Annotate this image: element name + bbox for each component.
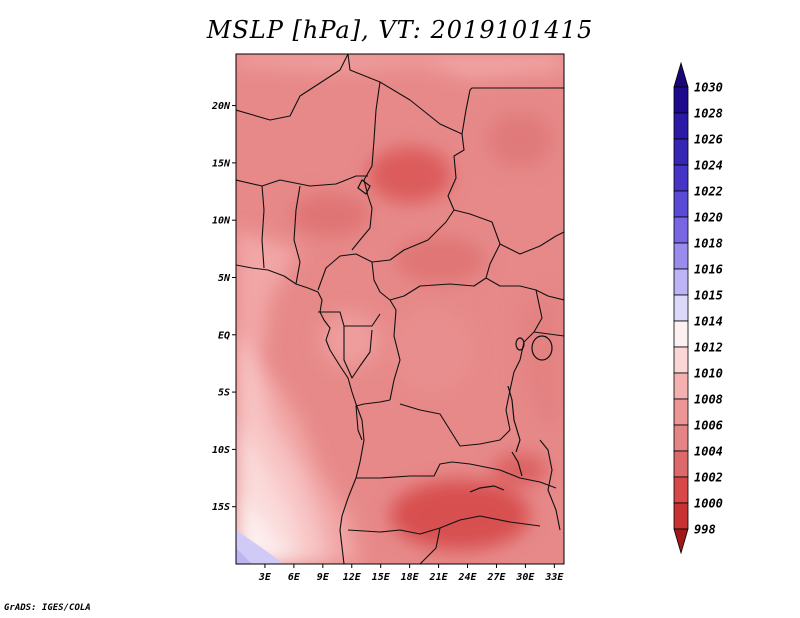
colorbar-label: 1014: [694, 315, 723, 329]
border-car-congo: [371, 261, 401, 401]
border-kenya-tanzania: [533, 331, 564, 337]
field-basin: [392, 310, 472, 390]
lat-tick-label: 15N: [212, 158, 231, 169]
field-north-1010: [236, 54, 564, 78]
colorbar-swatch: [673, 268, 689, 296]
colorbar-swatch: [673, 294, 689, 322]
field-low-zambia: [390, 480, 530, 550]
field-low-car: [394, 236, 486, 284]
lake-tanganyika: [507, 385, 521, 453]
border-drc-east: [485, 277, 543, 431]
field-sw-1018: [236, 548, 252, 564]
colorbar-label: 1006: [694, 419, 723, 433]
border-algeria-niger: [236, 54, 349, 121]
lake-chad: [357, 179, 371, 195]
colorbar-swatch: [673, 86, 689, 114]
lat-tick-label: 5N: [218, 273, 231, 284]
field-low-sahel: [368, 147, 452, 203]
border-chad-niger: [317, 54, 465, 291]
colorbar-swatch: [673, 216, 689, 244]
colorbar-label: 1010: [694, 367, 723, 381]
colorbar-label: 1018: [694, 237, 723, 251]
colorbar-swatch: [673, 164, 689, 192]
lake-malawi: [511, 451, 523, 477]
colorbar-swatch: [673, 190, 689, 218]
colorbar-bottom-arrow: [673, 528, 689, 555]
colorbar-label: 1002: [694, 471, 723, 485]
colorbar-swatch: [673, 502, 689, 530]
border-angola-zambia: [356, 461, 557, 489]
lon-tick-label: 24E: [457, 572, 477, 583]
lat-tick-label: 15S: [212, 502, 230, 513]
colorbar-label: 1000: [694, 497, 723, 511]
lat-tick-label: 10S: [212, 445, 230, 456]
lat-tick-label: 10N: [212, 216, 231, 227]
lon-tick-label: 21E: [429, 572, 449, 583]
pressure-field: [236, 54, 564, 564]
border-south-sudan-ethiopia: [499, 231, 564, 255]
border-togo: [261, 185, 265, 269]
colorbar-swatch: [673, 398, 689, 426]
colorbar-swatch: [673, 450, 689, 478]
colorbar-label: 1028: [694, 107, 723, 121]
border-uganda-kenya: [535, 289, 564, 301]
lat-tick-label: 20N: [211, 101, 231, 112]
colorbar-swatch: [673, 112, 689, 140]
map-frame: [235, 53, 565, 565]
colorbar-label: 1022: [694, 185, 723, 199]
lake-victoria: [531, 335, 553, 361]
longitude-axis: 3E 6E 9E 12E 15E 18E 21E 24E 27E 30E 33E: [258, 564, 564, 583]
lon-tick-label: 12E: [343, 572, 362, 583]
lat-tick-label: EQ: [218, 330, 230, 341]
colorbar-label: 998: [694, 523, 716, 537]
border-angola-drc: [355, 399, 391, 441]
colorbar-label: 1004: [694, 445, 723, 459]
colorbar-label: 1012: [694, 341, 723, 355]
colorbar-swatch: [673, 372, 689, 400]
lake-kariba: [469, 485, 505, 493]
lon-tick-label: 27E: [486, 572, 506, 583]
field-low-sudan: [486, 112, 554, 168]
lon-tick-label: 15E: [372, 572, 391, 583]
lon-tick-label: 9E: [317, 572, 330, 583]
field-sw-1016: [236, 530, 284, 564]
border-drc-zambia: [399, 403, 511, 447]
border-benin-nigeria: [293, 185, 301, 285]
colorbar-swatch: [673, 138, 689, 166]
colorbar: 1030 1028 1026 1024 1022 1020 1018 1016 1015 1014…: [673, 61, 723, 555]
lat-tick-label: 5S: [218, 388, 230, 399]
credit-text: GrADS: IGES/COLA: [4, 603, 91, 613]
lake-kivu: [515, 337, 525, 351]
colorbar-top-arrow: [673, 61, 689, 88]
lakes: [357, 179, 553, 493]
field-low-nigeria: [290, 193, 370, 237]
colorbar-swatch: [673, 320, 689, 348]
colorbar-label: 1024: [694, 159, 723, 173]
lon-tick-label: 3E: [258, 572, 272, 583]
colorbar-label: 1020: [694, 211, 723, 225]
lon-tick-label: 18E: [401, 572, 420, 583]
country-borders: [236, 54, 564, 564]
colorbar-label: 1008: [694, 393, 723, 407]
lon-tick-label: 30E: [515, 572, 535, 583]
colorbar-swatch: [673, 476, 689, 504]
colorbar-swatch: [673, 424, 689, 452]
border-niger-chad: [351, 81, 381, 251]
colorbar-label: 1026: [694, 133, 723, 147]
latitude-axis: 20N 15N 10N 5N EQ 5S 10S 15S: [211, 101, 236, 513]
lon-tick-label: 6E: [288, 572, 301, 583]
colorbar-label: 1015: [694, 289, 723, 303]
colorbar-label: 1030: [694, 81, 723, 95]
colorbar-swatch: [673, 242, 689, 270]
border-botswana: [419, 527, 441, 564]
border-libya-sudan: [461, 87, 564, 135]
lon-tick-label: 33E: [544, 572, 564, 583]
colorbar-label: 1016: [694, 263, 723, 277]
plot-title: MSLP [hPa], VT: 2019101415: [206, 16, 594, 44]
border-gabon-congo: [343, 326, 373, 379]
border-malawi-mozambique: [539, 439, 561, 531]
colorbar-swatch: [673, 346, 689, 374]
